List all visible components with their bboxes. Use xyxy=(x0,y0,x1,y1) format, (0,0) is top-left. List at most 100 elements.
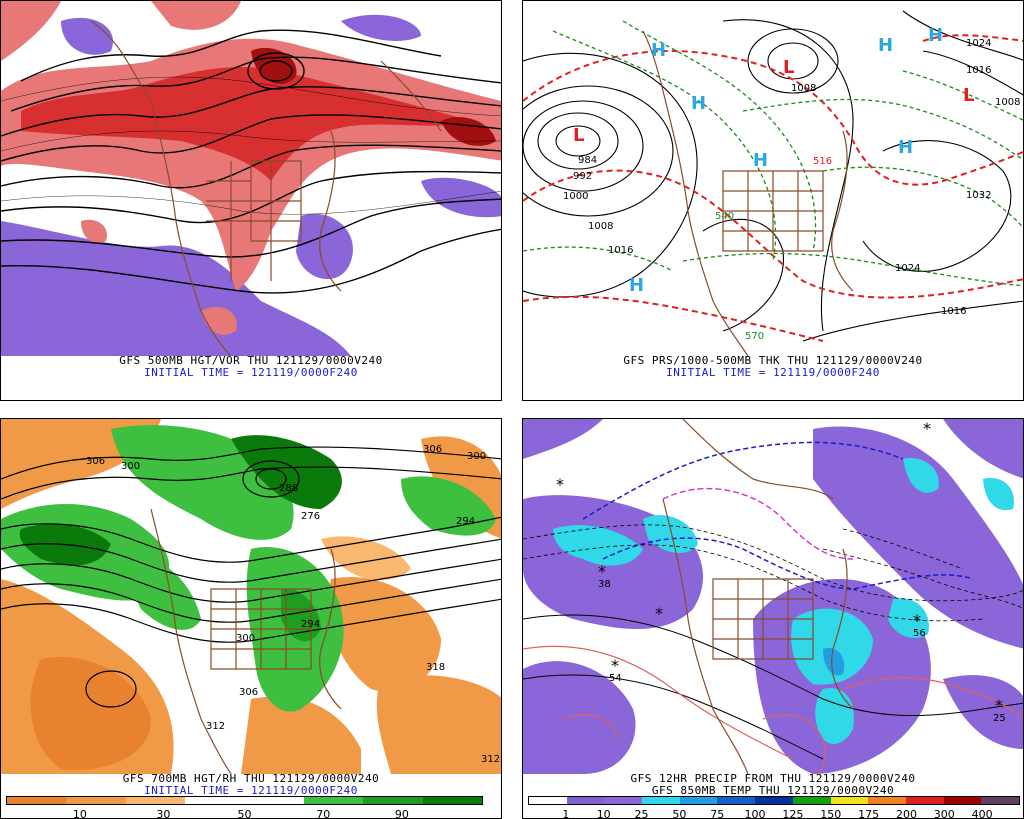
height-label: 312 xyxy=(481,754,500,765)
low-pressure-marker: L xyxy=(963,85,974,106)
colorbar-swatch xyxy=(125,797,186,804)
height-label: 276 xyxy=(301,511,320,522)
isobar-label: 1024 xyxy=(966,38,991,49)
precip-tick-label: 75 xyxy=(710,808,725,819)
panel-pressure-initial-time: INITIAL TIME = 121119/0000F240 xyxy=(666,366,880,379)
colorbar-swatch xyxy=(642,797,680,804)
panel-500mb-initial-time: INITIAL TIME = 121119/0000F240 xyxy=(144,366,358,379)
low-pressure-marker: L xyxy=(573,125,584,146)
precip-colorbar-ticks: 1 10 25 50 75 100 125 150 175 200 300 400 xyxy=(528,808,1020,819)
precip-tick-label: 300 xyxy=(933,808,955,819)
height-label: 300 xyxy=(236,633,255,644)
colorbar-swatch xyxy=(943,797,982,804)
height-label: 306 xyxy=(239,687,258,698)
temp-point-label: 54 xyxy=(609,673,622,684)
high-pressure-marker: H xyxy=(691,93,706,114)
height-label: 306 xyxy=(86,456,105,467)
isobar-label: 1008 xyxy=(995,97,1020,108)
height-label: 288 xyxy=(279,483,298,494)
high-pressure-marker: H xyxy=(878,35,893,56)
colorbar-swatch xyxy=(529,797,567,804)
height-label: 294 xyxy=(301,619,320,630)
low-pressure-marker: L xyxy=(783,57,794,78)
thickness-label: 570 xyxy=(745,331,764,342)
panel-850temp-caption: GFS 850MB TEMP THU 121129/0000V240 xyxy=(651,784,895,797)
panel-700mb-initial-time: INITIAL TIME = 121119/0000F240 xyxy=(144,784,358,797)
isobar-label: 1008 xyxy=(791,83,816,94)
rh-tick-label: 90 xyxy=(394,808,409,819)
panel-700mb-height-rh: 306 300 306 300 318 300 312 306 294 288 … xyxy=(0,418,502,819)
precip-tick-label: 200 xyxy=(895,808,917,819)
height-label: 294 xyxy=(456,516,475,527)
isobar-label: 992 xyxy=(573,171,592,182)
precip-colorbar xyxy=(528,796,1020,805)
high-pressure-marker: H xyxy=(753,150,768,171)
rh-colorbar-ticks: 10 30 50 70 90 xyxy=(6,808,483,819)
colorbar-swatch xyxy=(185,797,245,804)
panel-700mb-caption: GFS 700MB HGT/RH THU 121129/0000V240 xyxy=(122,772,380,785)
colorbar-swatch xyxy=(7,797,67,804)
colorbar-swatch xyxy=(905,797,944,804)
colorbar-swatch xyxy=(303,797,364,804)
svg-text:*: * xyxy=(923,419,931,438)
height-label: 300 xyxy=(121,461,140,472)
panel-precip-caption: GFS 12HR PRECIP FROM THU 121129/0000V240 xyxy=(630,772,916,785)
precip-tick-label: 400 xyxy=(971,808,993,819)
isobar-label: 1032 xyxy=(966,190,991,201)
rh-tick-label: 70 xyxy=(316,808,331,819)
map-700mb: 306 300 306 300 318 300 312 306 294 288 … xyxy=(1,419,501,774)
panel-500mb-caption: GFS 500MB HGT/VOR THU 121129/0000V240 xyxy=(119,354,383,367)
height-label: 300 xyxy=(467,451,486,462)
precip-tick-label: 1 xyxy=(562,808,570,819)
precip-tick-label: 10 xyxy=(596,808,611,819)
map-precip-850temp: * * * * * * * 38 54 56 25 xyxy=(523,419,1023,774)
precip-tick-label: 125 xyxy=(782,808,804,819)
isobar-label: 1008 xyxy=(588,221,613,232)
height-label: 306 xyxy=(423,444,442,455)
high-pressure-marker: H xyxy=(928,25,943,46)
high-pressure-marker: H xyxy=(898,137,913,158)
thickness-label: 516 xyxy=(813,156,832,167)
panel-pressure-caption: GFS PRS/1000-500MB THK THU 121129/0000V2… xyxy=(623,354,923,367)
map-pressure-thickness: H H H H H H H L L L 1000 1008 1016 992 9… xyxy=(523,1,1023,356)
colorbar-swatch xyxy=(717,797,756,804)
isobar-label: 1016 xyxy=(966,65,991,76)
precip-tick-label: 100 xyxy=(744,808,766,819)
temp-point-label: 25 xyxy=(993,713,1006,724)
panel-500mb-height-vorticity: GFS 500MB HGT/VOR THU 121129/0000V240 IN… xyxy=(0,0,502,401)
height-label: 318 xyxy=(426,662,445,673)
isobar-label: 1016 xyxy=(941,306,966,317)
high-pressure-marker: H xyxy=(629,275,644,296)
isobar-label: 1016 xyxy=(608,245,633,256)
colorbar-swatch xyxy=(604,797,643,804)
colorbar-swatch xyxy=(363,797,423,804)
panel-precip-850temp: * * * * * * * 38 54 56 25 GFS 12HR PRECI… xyxy=(522,418,1024,819)
precip-tick-label: 25 xyxy=(634,808,649,819)
colorbar-swatch xyxy=(792,797,831,804)
colorbar-swatch xyxy=(422,797,482,804)
isobar-label: 1000 xyxy=(563,191,588,202)
height-label: 312 xyxy=(206,721,225,732)
isobar-label: 1024 xyxy=(895,263,920,274)
colorbar-swatch xyxy=(830,797,869,804)
colorbar-swatch xyxy=(566,797,605,804)
temp-point-label: 56 xyxy=(913,628,926,639)
rh-colorbar xyxy=(6,796,483,805)
temp-point-label: 38 xyxy=(598,579,611,590)
rh-tick-label: 50 xyxy=(237,808,252,819)
rh-tick-label: 30 xyxy=(156,808,171,819)
high-pressure-marker: H xyxy=(651,40,666,61)
colorbar-swatch xyxy=(66,797,126,804)
svg-text:*: * xyxy=(598,562,606,581)
svg-text:*: * xyxy=(611,656,619,675)
colorbar-swatch xyxy=(755,797,793,804)
map-500mb xyxy=(1,1,501,356)
precip-tick-label: 150 xyxy=(820,808,842,819)
thickness-label: 540 xyxy=(715,211,734,222)
svg-text:*: * xyxy=(556,475,564,494)
precip-tick-label: 50 xyxy=(672,808,687,819)
precip-tick-label: 175 xyxy=(858,808,880,819)
colorbar-swatch xyxy=(981,797,1019,804)
colorbar-swatch xyxy=(679,797,718,804)
rh-tick-label: 10 xyxy=(72,808,87,819)
